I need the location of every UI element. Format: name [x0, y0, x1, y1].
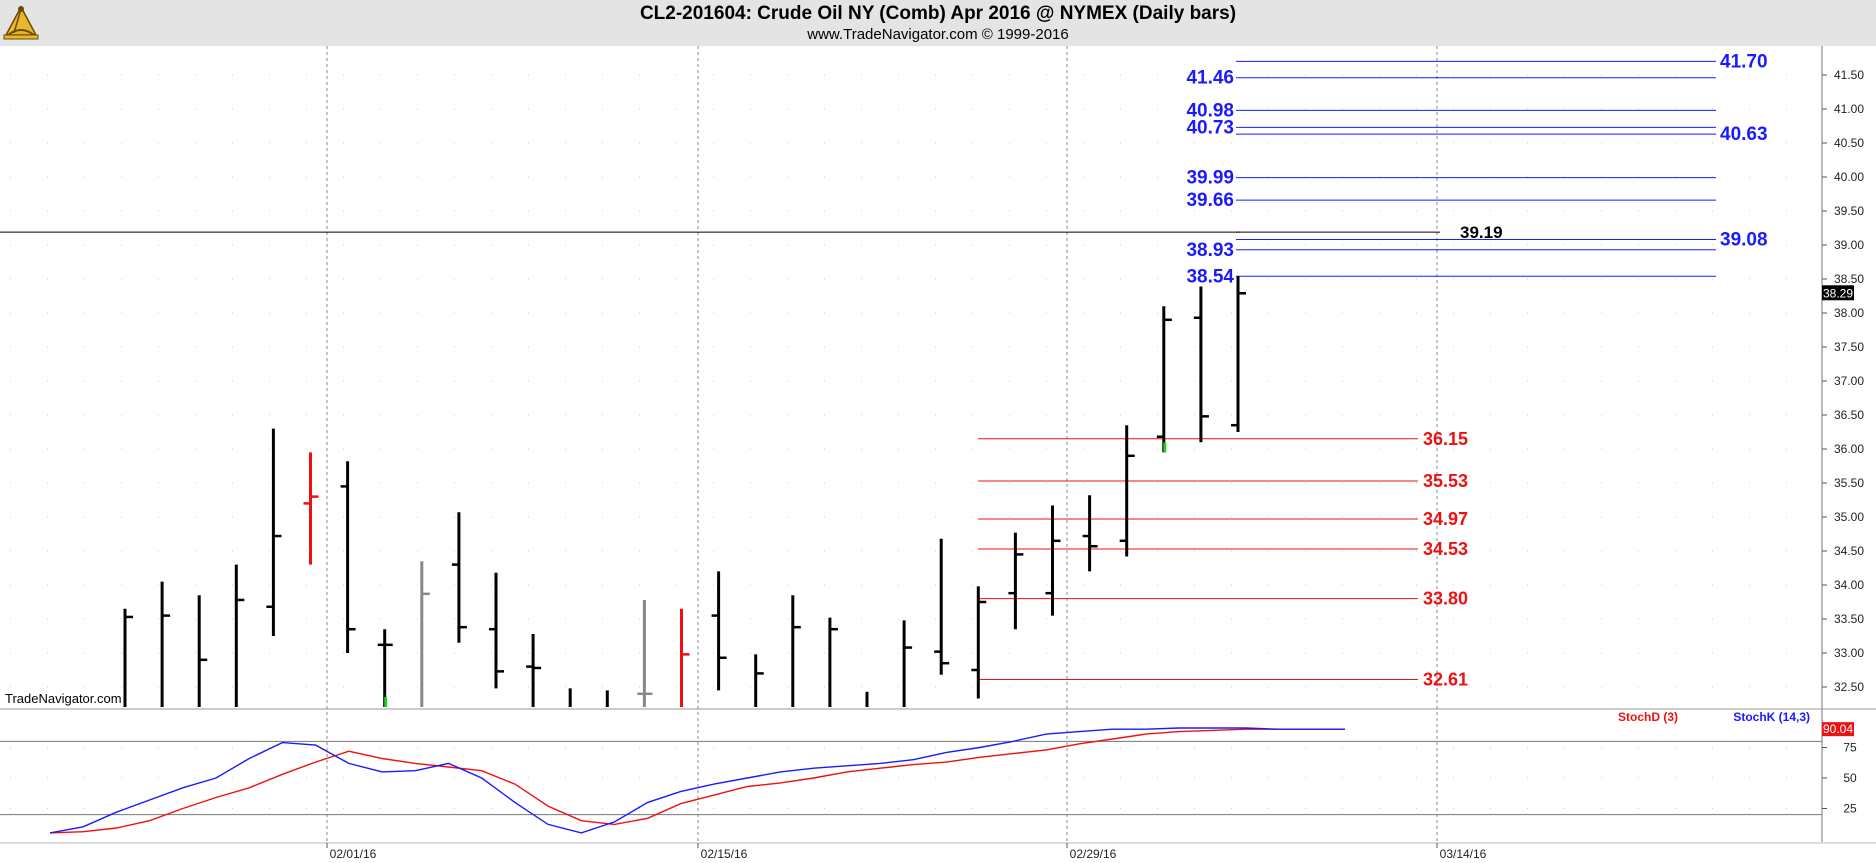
- chart-title: CL2-201604: Crude Oil NY (Comb) Apr 2016…: [639, 3, 1237, 24]
- level-label-blue: 39.66: [1186, 190, 1234, 211]
- stoch-last-box: [1822, 722, 1854, 737]
- price-tick-label: 34.00: [1834, 578, 1864, 592]
- level-label-black: 39.19: [1460, 223, 1503, 242]
- level-label-red: 32.61: [1423, 670, 1468, 690]
- last-price-box: [1822, 285, 1854, 301]
- stoch-last-label: 90.04: [1823, 722, 1853, 736]
- level-label-blue: 39.99: [1186, 168, 1234, 189]
- level-label-blue: 41.70: [1720, 51, 1768, 72]
- legend-stochd: StochD (3): [1618, 710, 1678, 724]
- stoch-legend: StochD (3) StochK (14,3): [1618, 710, 1810, 724]
- price-tick-label: 39.50: [1834, 204, 1864, 218]
- sextant-logo-icon: [3, 5, 39, 40]
- stoch-grid: [0, 740, 1822, 816]
- level-label-red: 36.15: [1423, 429, 1468, 449]
- level-label-red: 33.80: [1423, 589, 1468, 609]
- level-label-red: 35.53: [1423, 471, 1468, 491]
- level-label-blue: 38.93: [1186, 240, 1234, 261]
- price-bars: [123, 276, 1246, 707]
- chart-header: CL2-201604: Crude Oil NY (Comb) Apr 2016…: [0, 0, 1876, 46]
- price-tick-label: 33.50: [1834, 612, 1864, 626]
- date-axis: 02/01/16 02/15/16 02/29/16 03/14/16: [326, 843, 1487, 861]
- price-tick-label: 41.00: [1834, 102, 1864, 116]
- price-tick-label: 38.00: [1834, 306, 1864, 320]
- price-tick-label: 40.00: [1834, 170, 1864, 184]
- date-tick-label: 02/15/16: [701, 847, 748, 861]
- stoch-axis: 25 50 75 90.04: [1822, 722, 1857, 816]
- level-label-red: 34.53: [1423, 539, 1468, 559]
- price-tick-label: 37.00: [1834, 374, 1864, 388]
- price-tick-label: 33.00: [1834, 646, 1864, 660]
- level-label-blue: 41.46: [1186, 68, 1234, 89]
- stochastic-lines: [49, 727, 1345, 834]
- level-label-blue: 40.73: [1186, 117, 1234, 138]
- stoch-tick-label: 25: [1843, 802, 1857, 816]
- chart-subtitle: www.TradeNavigator.com © 1999-2016: [807, 26, 1069, 43]
- price-tick-label: 41.50: [1834, 68, 1864, 82]
- level-label-blue: 40.98: [1186, 100, 1234, 121]
- level-label-blue: 39.08: [1720, 230, 1768, 251]
- price-tick-label: 35.50: [1834, 476, 1864, 490]
- level-label-red: 34.97: [1423, 509, 1468, 529]
- price-tick-label: 36.00: [1834, 442, 1864, 456]
- stoch-series-line: [49, 728, 1345, 834]
- price-tick-label: 35.00: [1834, 510, 1864, 524]
- level-label-blue: 38.54: [1186, 266, 1234, 287]
- price-tick-label: 32.50: [1834, 680, 1864, 694]
- price-tick-label: 38.50: [1834, 272, 1864, 286]
- price-tick-label: 34.50: [1834, 544, 1864, 558]
- price-tick-label: 40.50: [1834, 136, 1864, 150]
- watermark-text: TradeNavigator.com: [5, 691, 122, 706]
- date-tick-label: 02/29/16: [1070, 847, 1117, 861]
- price-tick-label: 39.00: [1834, 238, 1864, 252]
- date-tick-label: 02/01/16: [330, 847, 377, 861]
- legend-stochk: StochK (14,3): [1733, 710, 1810, 724]
- stoch-series-line: [49, 727, 1345, 834]
- price-panel-bg: [0, 46, 1876, 707]
- price-tick-label: 36.50: [1834, 408, 1864, 422]
- price-axis: 32.50 33.00 33.50 34.00 34.50 35.00 35.50 36.00…: [1822, 68, 1864, 694]
- last-price-label: 38.29: [1823, 286, 1853, 300]
- stoch-tick-label: 50: [1843, 771, 1857, 785]
- price-tick-label: 37.50: [1834, 340, 1864, 354]
- level-label-blue: 40.63: [1720, 124, 1768, 145]
- price-grid: [0, 46, 1876, 844]
- date-tick-label: 03/14/16: [1440, 847, 1487, 861]
- stoch-tick-label: 75: [1843, 741, 1857, 755]
